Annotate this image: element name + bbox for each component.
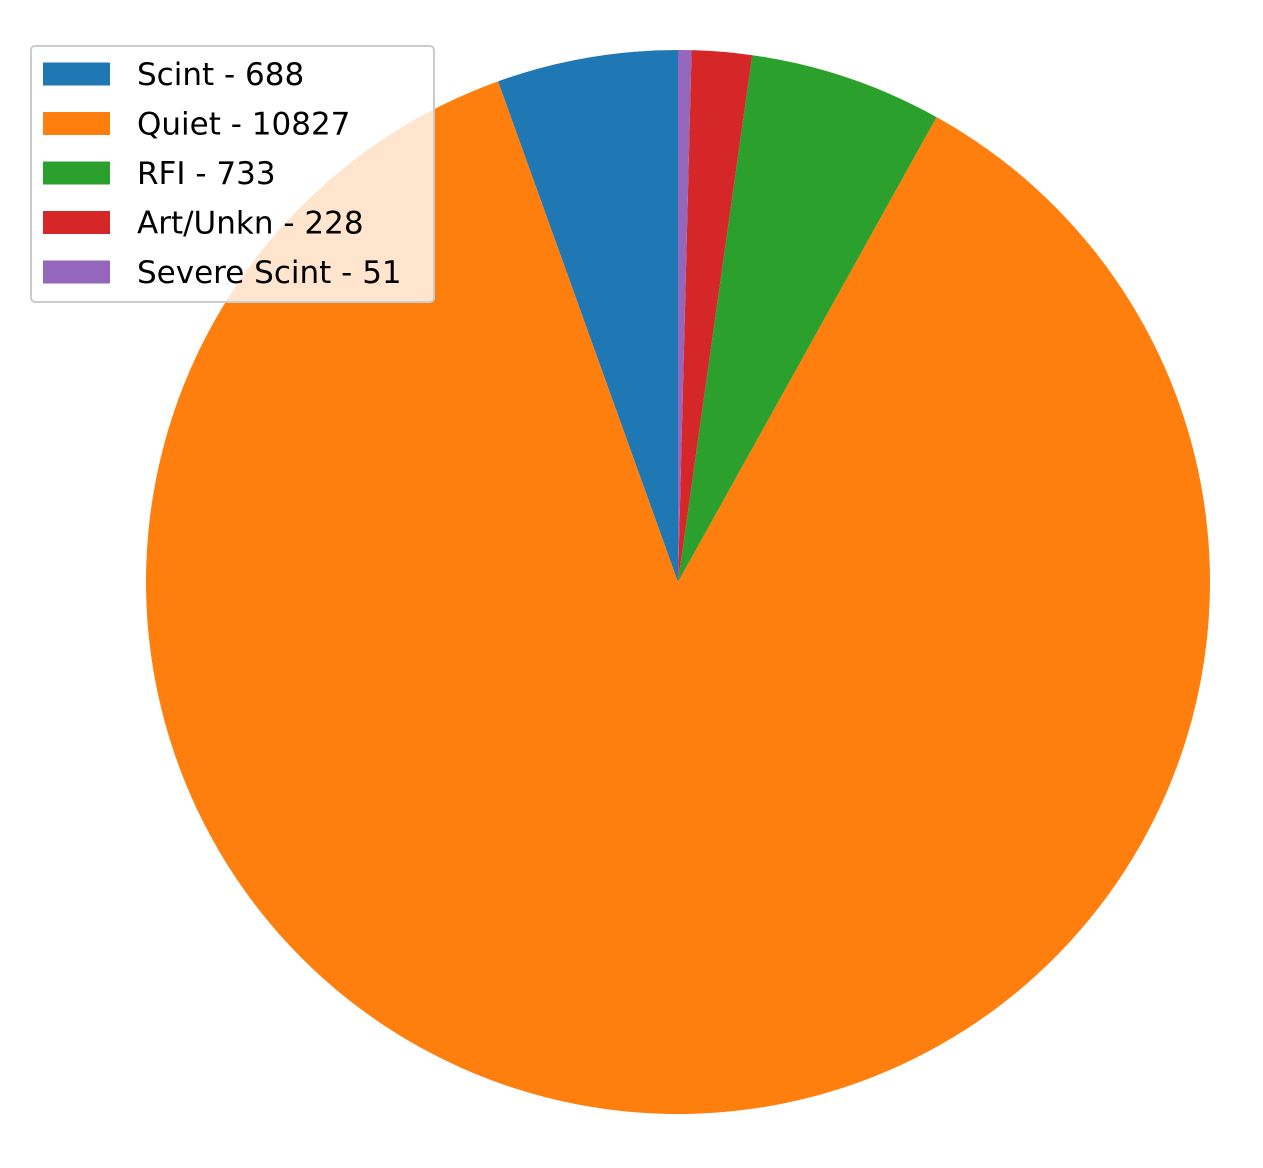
legend-swatch: [43, 112, 110, 135]
legend-item: Scint - 688: [43, 57, 304, 93]
legend-item: Art/Unkn - 228: [43, 206, 364, 242]
legend-item: Severe Scint - 51: [43, 255, 402, 291]
legend-item: RFI - 733: [43, 156, 276, 192]
pie-slice-3: [678, 50, 753, 583]
legend-label: Scint - 688: [137, 57, 304, 93]
legend-swatch: [43, 211, 110, 234]
pie-slice-4: [678, 49, 692, 582]
pie-slice-2: [678, 55, 937, 582]
legend-swatch: [43, 161, 110, 185]
legend-label: RFI - 733: [137, 156, 276, 192]
pie-slice-1: [145, 81, 1210, 1115]
legend-swatch: [43, 62, 110, 86]
legend-label: Severe Scint - 51: [137, 255, 402, 291]
legend-label: Art/Unkn - 228: [137, 206, 364, 242]
pie-slice-0: [498, 50, 678, 582]
legend-item: Quiet - 10827: [43, 107, 350, 143]
pie-slices: [145, 49, 1210, 1115]
legend-label: Quiet - 10827: [137, 107, 350, 143]
legend: Scint - 688 Quiet - 10827 RFI - 733 Art/Unk…: [30, 45, 435, 303]
legend-swatch: [43, 260, 110, 284]
legend-frame: [30, 45, 435, 303]
